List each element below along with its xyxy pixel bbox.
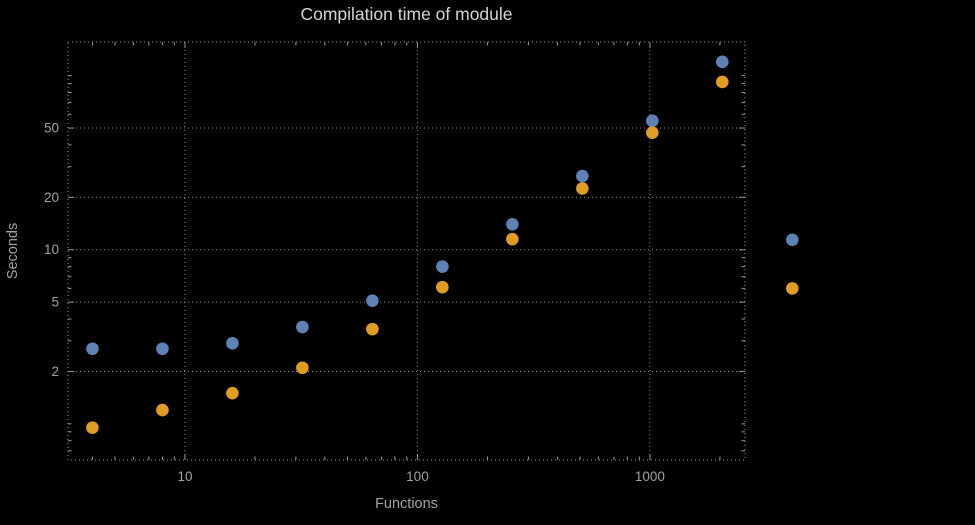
y-tick-label: 20 <box>44 190 59 205</box>
x-tick-label: 100 <box>406 469 429 484</box>
plot-frame <box>67 41 746 461</box>
data-point-series-2 <box>156 403 169 417</box>
data-point-series-2 <box>716 75 729 89</box>
x-axis-label: Functions <box>375 496 438 512</box>
data-point-series-1 <box>366 294 379 307</box>
y-tick-label: 2 <box>51 364 59 379</box>
data-point-series-1 <box>716 55 729 69</box>
data-point-series-1 <box>436 260 449 273</box>
data-point-series-2 <box>506 232 519 246</box>
data-point-series-2 <box>296 361 309 375</box>
data-point-series-1 <box>576 169 589 183</box>
data-point-series-2 <box>226 386 239 400</box>
y-tick-label: 10 <box>44 242 59 257</box>
data-point-series-2 <box>436 280 449 294</box>
data-point-series-2 <box>576 182 589 195</box>
x-tick-label: 10 <box>177 469 192 484</box>
data-point-series-1 <box>86 342 99 356</box>
data-point-series-1 <box>646 114 659 128</box>
data-point-series-2 <box>86 421 99 435</box>
data-point-series-1 <box>296 320 309 334</box>
data-point-series-2 <box>785 282 799 295</box>
data-point-series-1 <box>506 217 519 231</box>
data-point-series-1 <box>785 233 799 247</box>
x-tick-label: 1000 <box>635 469 665 484</box>
data-point-series-1 <box>156 342 169 356</box>
data-point-series-2 <box>366 322 379 336</box>
y-tick-label: 5 <box>51 295 59 310</box>
data-point-series-1 <box>226 337 239 350</box>
chart-title: Compilation time of module <box>300 4 513 24</box>
data-point-series-2 <box>646 126 659 140</box>
y-tick-label: 50 <box>44 121 59 136</box>
